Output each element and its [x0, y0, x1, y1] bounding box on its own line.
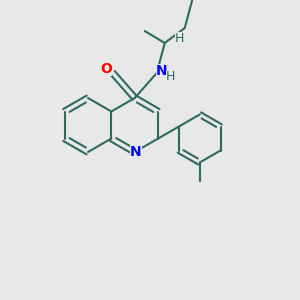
Text: H: H [166, 70, 176, 83]
Text: H: H [175, 32, 184, 44]
Text: N: N [156, 64, 168, 78]
Text: N: N [130, 145, 142, 159]
Text: O: O [100, 62, 112, 76]
